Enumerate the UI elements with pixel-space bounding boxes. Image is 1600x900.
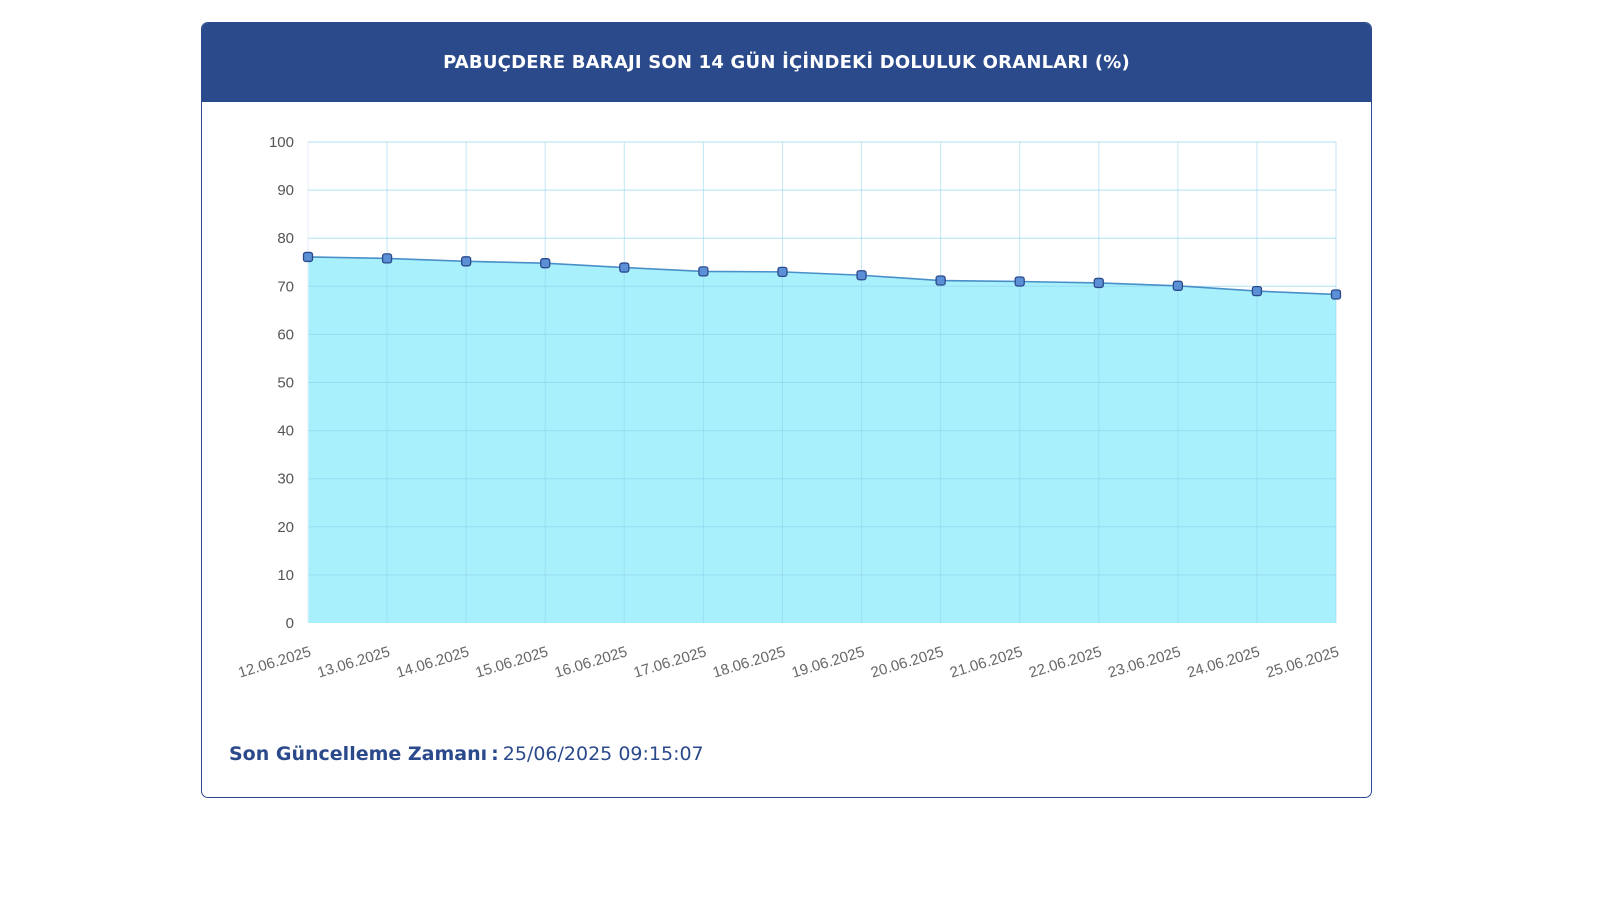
series-line — [307, 256, 1337, 296]
y-tick-label: 60 — [277, 326, 294, 343]
y-tick-label: 30 — [277, 471, 294, 488]
x-tick-label: 19.06.2025 — [790, 643, 867, 681]
last-update: Son Güncelleme Zamanı:25/06/2025 09:15:0… — [229, 743, 704, 765]
data-point — [856, 270, 867, 281]
y-tick-label: 50 — [277, 375, 294, 392]
data-point — [302, 251, 314, 263]
y-tick-label: 10 — [277, 567, 294, 584]
data-point — [619, 262, 630, 273]
y-tick-label: 40 — [277, 423, 294, 440]
x-tick-label: 21.06.2025 — [948, 643, 1025, 681]
data-point — [461, 256, 472, 267]
chart-area: 0 10 20 30 40 50 60 70 80 90 100 12.06.2025 13.06.20… — [202, 102, 1371, 722]
last-update-separator: : — [491, 743, 499, 765]
data-point — [935, 275, 946, 286]
x-tick-label: 24.06.2025 — [1185, 643, 1262, 681]
area-fill — [308, 256, 1336, 623]
x-tick-label: 15.06.2025 — [473, 643, 550, 681]
chart-title: PABUÇDERE BARAJI SON 14 GÜN İÇİNDEKİ DOL… — [443, 52, 1130, 73]
area-chart: 0 10 20 30 40 50 60 70 80 90 100 12.06.2025 13.06.20… — [236, 134, 1342, 682]
x-tick-label: 20.06.2025 — [869, 643, 946, 681]
y-tick-label: 80 — [277, 230, 294, 247]
data-point — [1330, 289, 1342, 300]
last-update-label: Son Güncelleme Zamanı — [229, 743, 488, 765]
data-point — [1251, 285, 1263, 297]
y-tick-label: 70 — [277, 278, 294, 295]
data-point — [1172, 280, 1183, 291]
y-tick-label: 0 — [286, 615, 294, 632]
chart-card: PABUÇDERE BARAJI SON 14 GÜN İÇİNDEKİ DOL… — [201, 22, 1372, 798]
chart-header: PABUÇDERE BARAJI SON 14 GÜN İÇİNDEKİ DOL… — [202, 23, 1371, 102]
last-update-value: 25/06/2025 09:15:07 — [502, 743, 704, 765]
x-tick-label: 18.06.2025 — [711, 643, 788, 681]
y-tick-label: 100 — [269, 134, 294, 151]
x-tick-label: 14.06.2025 — [394, 643, 471, 681]
y-tick-label: 90 — [277, 182, 294, 199]
x-tick-label: 25.06.2025 — [1264, 643, 1341, 681]
x-tick-label: 17.06.2025 — [632, 643, 709, 681]
x-tick-label: 12.06.2025 — [236, 643, 313, 681]
data-point — [381, 253, 393, 264]
data-point — [540, 258, 551, 269]
x-tick-label: 22.06.2025 — [1027, 643, 1104, 681]
data-point — [777, 266, 788, 278]
data-point — [1093, 277, 1104, 289]
data-point — [698, 266, 709, 277]
x-tick-label: 23.06.2025 — [1106, 643, 1183, 681]
y-tick-label: 20 — [277, 519, 294, 536]
x-tick-label: 13.06.2025 — [315, 643, 392, 681]
x-tick-label: 16.06.2025 — [553, 643, 630, 681]
data-point — [1014, 276, 1025, 287]
